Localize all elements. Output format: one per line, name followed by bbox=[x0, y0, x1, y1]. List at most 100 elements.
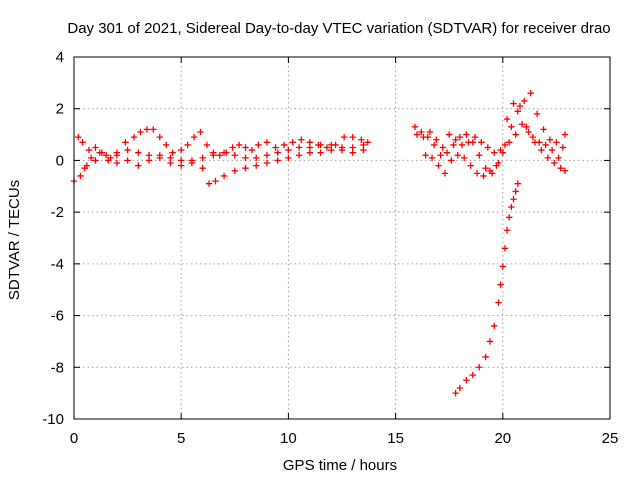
data-point bbox=[323, 144, 331, 151]
data-point bbox=[516, 102, 524, 110]
data-point bbox=[167, 159, 174, 167]
data-point bbox=[503, 227, 511, 234]
data-point bbox=[135, 162, 142, 169]
data-point bbox=[561, 167, 569, 174]
data-point bbox=[476, 152, 483, 159]
data-point bbox=[439, 144, 446, 151]
data-point bbox=[263, 159, 271, 167]
data-point bbox=[499, 263, 506, 270]
data-point bbox=[92, 144, 99, 151]
data-point bbox=[162, 141, 170, 149]
data-point bbox=[561, 131, 569, 138]
data-point bbox=[235, 141, 243, 149]
data-point bbox=[501, 245, 509, 252]
data-point bbox=[124, 157, 131, 164]
data-point bbox=[443, 149, 451, 156]
data-point bbox=[231, 152, 238, 159]
data-point bbox=[411, 123, 419, 131]
data-point bbox=[122, 139, 129, 146]
data-point bbox=[364, 139, 371, 146]
data-point bbox=[340, 133, 348, 141]
data-point bbox=[190, 133, 198, 141]
data-point bbox=[510, 100, 517, 107]
data-point bbox=[499, 149, 506, 156]
data-point bbox=[298, 136, 305, 143]
x-tick-label: 15 bbox=[387, 430, 404, 447]
data-point bbox=[435, 162, 442, 169]
data-point bbox=[306, 139, 314, 146]
data-point bbox=[508, 123, 515, 131]
series-track-c bbox=[81, 146, 367, 187]
data-point bbox=[210, 149, 217, 156]
data-point bbox=[135, 149, 142, 156]
data-point bbox=[553, 139, 560, 146]
data-point bbox=[150, 126, 157, 133]
data-point bbox=[525, 128, 532, 136]
data-point bbox=[456, 384, 464, 392]
data-point bbox=[274, 157, 281, 164]
data-point bbox=[471, 133, 479, 141]
data-point bbox=[523, 123, 530, 131]
data-point bbox=[493, 162, 500, 169]
data-point bbox=[557, 164, 564, 172]
data-point bbox=[248, 146, 256, 154]
data-point bbox=[220, 172, 228, 180]
data-point bbox=[482, 164, 489, 172]
data-point bbox=[463, 377, 470, 384]
plot-frame bbox=[73, 56, 611, 420]
data-point bbox=[156, 152, 163, 159]
data-point bbox=[480, 172, 487, 180]
y-axis-label: SDTVAR / TECUs bbox=[6, 180, 23, 300]
data-point bbox=[413, 131, 421, 138]
data-point bbox=[486, 167, 494, 174]
data-point bbox=[229, 144, 236, 151]
data-point bbox=[79, 139, 86, 146]
data-point bbox=[360, 146, 367, 154]
data-point bbox=[223, 149, 230, 156]
data-point bbox=[102, 152, 110, 159]
series-track-e bbox=[413, 100, 569, 174]
data-point bbox=[422, 152, 429, 159]
data-point bbox=[437, 152, 444, 159]
data-point bbox=[452, 136, 459, 143]
series-track-d bbox=[411, 90, 567, 177]
data-point bbox=[349, 149, 356, 156]
data-point bbox=[75, 133, 82, 141]
data-points bbox=[70, 90, 569, 397]
data-point bbox=[272, 144, 279, 151]
data-point bbox=[212, 177, 219, 185]
data-point bbox=[458, 141, 466, 149]
data-point bbox=[512, 188, 519, 195]
data-point bbox=[501, 141, 509, 149]
data-point bbox=[216, 152, 223, 159]
data-point bbox=[426, 128, 434, 136]
x-tick-label: 5 bbox=[177, 430, 185, 447]
data-point bbox=[478, 139, 485, 146]
data-point bbox=[289, 139, 296, 146]
data-point bbox=[306, 149, 314, 156]
data-point bbox=[280, 141, 288, 149]
data-point bbox=[482, 353, 489, 361]
data-point bbox=[197, 128, 204, 136]
data-point bbox=[96, 149, 103, 156]
data-point bbox=[184, 141, 191, 149]
data-point bbox=[231, 167, 238, 174]
data-point bbox=[199, 164, 206, 172]
data-point bbox=[510, 196, 517, 203]
data-point bbox=[274, 149, 281, 156]
data-point bbox=[92, 157, 99, 164]
data-point bbox=[448, 157, 455, 164]
data-point bbox=[456, 133, 464, 141]
data-point bbox=[529, 133, 537, 141]
data-point bbox=[433, 136, 440, 143]
y-tick-label: -2 bbox=[51, 204, 64, 221]
data-point bbox=[533, 110, 541, 118]
data-point bbox=[512, 131, 519, 138]
data-point bbox=[450, 141, 457, 149]
data-point bbox=[315, 141, 322, 149]
data-point bbox=[145, 157, 153, 164]
data-point bbox=[338, 146, 346, 154]
data-point bbox=[463, 131, 470, 138]
